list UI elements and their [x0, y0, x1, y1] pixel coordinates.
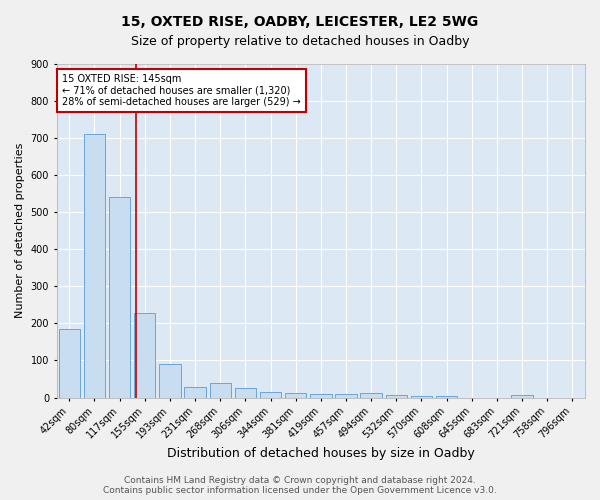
- Text: 15, OXTED RISE, OADBY, LEICESTER, LE2 5WG: 15, OXTED RISE, OADBY, LEICESTER, LE2 5W…: [121, 15, 479, 29]
- Bar: [361, 394, 382, 398]
- Bar: [109, 198, 130, 398]
- Text: Contains HM Land Registry data © Crown copyright and database right 2024.
Contai: Contains HM Land Registry data © Crown c…: [103, 476, 497, 495]
- Bar: [59, 329, 80, 398]
- Bar: [436, 396, 457, 398]
- Bar: [235, 388, 256, 398]
- Text: 15 OXTED RISE: 145sqm
← 71% of detached houses are smaller (1,320)
28% of semi-d: 15 OXTED RISE: 145sqm ← 71% of detached …: [62, 74, 301, 107]
- Bar: [310, 394, 332, 398]
- Bar: [335, 394, 356, 398]
- Bar: [411, 396, 432, 398]
- Bar: [84, 134, 105, 398]
- Bar: [260, 392, 281, 398]
- Bar: [386, 396, 407, 398]
- Y-axis label: Number of detached properties: Number of detached properties: [15, 143, 25, 318]
- Bar: [511, 394, 533, 398]
- Bar: [134, 313, 155, 398]
- Bar: [159, 364, 181, 398]
- X-axis label: Distribution of detached houses by size in Oadby: Distribution of detached houses by size …: [167, 447, 475, 460]
- Bar: [285, 393, 307, 398]
- Bar: [184, 387, 206, 398]
- Text: Size of property relative to detached houses in Oadby: Size of property relative to detached ho…: [131, 35, 469, 48]
- Bar: [209, 384, 231, 398]
